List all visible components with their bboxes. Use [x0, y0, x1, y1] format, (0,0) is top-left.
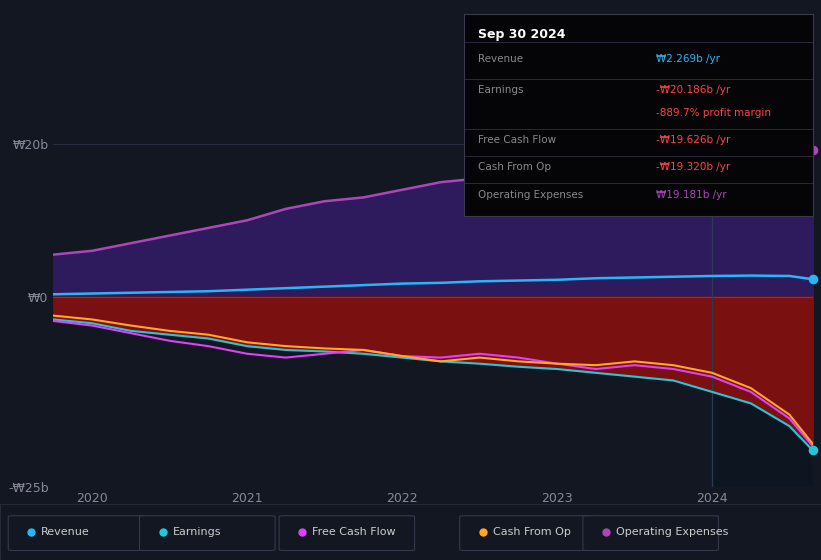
- Point: [806, 446, 819, 455]
- Text: Operating Expenses: Operating Expenses: [616, 527, 728, 537]
- Text: ₩2.269b /yr: ₩2.269b /yr: [656, 54, 720, 64]
- Text: -₩19.626b /yr: -₩19.626b /yr: [656, 135, 730, 145]
- Text: -₩19.320b /yr: -₩19.320b /yr: [656, 162, 730, 172]
- Point: [806, 146, 819, 155]
- FancyBboxPatch shape: [279, 516, 415, 550]
- FancyBboxPatch shape: [460, 516, 595, 550]
- Point: [806, 275, 819, 284]
- Text: Earnings: Earnings: [172, 527, 221, 537]
- Text: Cash From Op: Cash From Op: [478, 162, 551, 172]
- FancyBboxPatch shape: [583, 516, 718, 550]
- FancyBboxPatch shape: [140, 516, 275, 550]
- Text: Sep 30 2024: Sep 30 2024: [478, 28, 566, 41]
- Text: Revenue: Revenue: [478, 54, 523, 64]
- Text: ₩19.181b /yr: ₩19.181b /yr: [656, 189, 727, 199]
- FancyBboxPatch shape: [8, 516, 144, 550]
- Text: Free Cash Flow: Free Cash Flow: [312, 527, 396, 537]
- Text: -₩20.186b /yr: -₩20.186b /yr: [656, 85, 730, 95]
- Bar: [712, 129, 821, 487]
- Text: Free Cash Flow: Free Cash Flow: [478, 135, 556, 145]
- Text: Revenue: Revenue: [41, 527, 89, 537]
- Text: Cash From Op: Cash From Op: [493, 527, 571, 537]
- Text: Earnings: Earnings: [478, 85, 523, 95]
- Text: -889.7% profit margin: -889.7% profit margin: [656, 108, 771, 118]
- Text: Operating Expenses: Operating Expenses: [478, 189, 583, 199]
